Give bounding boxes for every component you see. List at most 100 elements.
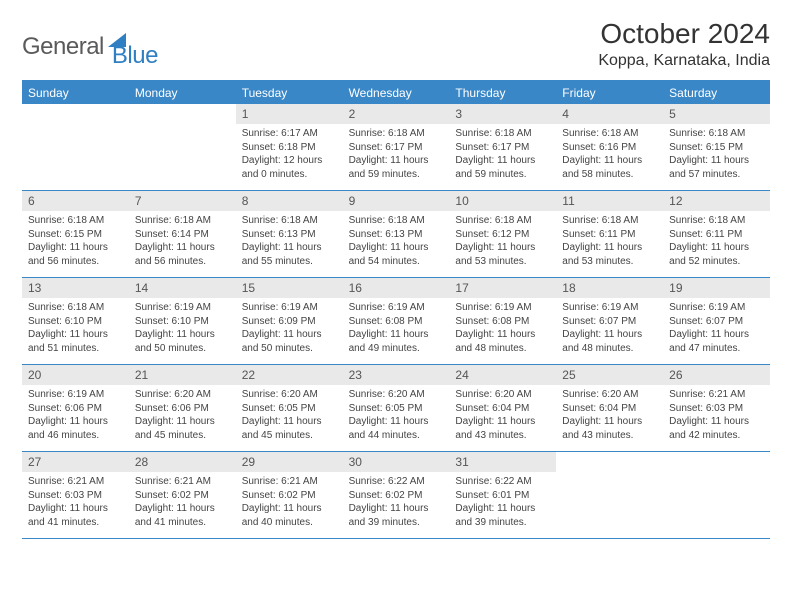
- daylight-text: Daylight: 11 hours and 43 minutes.: [562, 415, 657, 442]
- cell-body: Sunrise: 6:21 AMSunset: 6:03 PMDaylight:…: [663, 385, 770, 446]
- calendar-cell: 26Sunrise: 6:21 AMSunset: 6:03 PMDayligh…: [663, 365, 770, 451]
- calendar-cell: 29Sunrise: 6:21 AMSunset: 6:02 PMDayligh…: [236, 452, 343, 538]
- daylight-text: Daylight: 11 hours and 39 minutes.: [349, 502, 444, 529]
- sunset-text: Sunset: 6:04 PM: [455, 402, 550, 416]
- logo-text-blue: Blue: [112, 42, 158, 70]
- day-number: 21: [129, 365, 236, 385]
- sunrise-text: Sunrise: 6:19 AM: [455, 301, 550, 315]
- calendar-cell: 11Sunrise: 6:18 AMSunset: 6:11 PMDayligh…: [556, 191, 663, 277]
- sunrise-text: Sunrise: 6:18 AM: [28, 214, 123, 228]
- sunset-text: Sunset: 6:06 PM: [135, 402, 230, 416]
- daylight-text: Daylight: 11 hours and 55 minutes.: [242, 241, 337, 268]
- cell-body: Sunrise: 6:20 AMSunset: 6:04 PMDaylight:…: [449, 385, 556, 446]
- sunset-text: Sunset: 6:11 PM: [669, 228, 764, 242]
- daylight-text: Daylight: 11 hours and 48 minutes.: [455, 328, 550, 355]
- week-row: 1Sunrise: 6:17 AMSunset: 6:18 PMDaylight…: [22, 104, 770, 191]
- daylight-text: Daylight: 11 hours and 56 minutes.: [28, 241, 123, 268]
- calendar-cell: 27Sunrise: 6:21 AMSunset: 6:03 PMDayligh…: [22, 452, 129, 538]
- day-header-cell: Thursday: [449, 82, 556, 104]
- cell-body: Sunrise: 6:18 AMSunset: 6:15 PMDaylight:…: [663, 124, 770, 185]
- cell-body: Sunrise: 6:20 AMSunset: 6:06 PMDaylight:…: [129, 385, 236, 446]
- daylight-text: Daylight: 11 hours and 51 minutes.: [28, 328, 123, 355]
- sunset-text: Sunset: 6:14 PM: [135, 228, 230, 242]
- day-number: 31: [449, 452, 556, 472]
- sunrise-text: Sunrise: 6:19 AM: [349, 301, 444, 315]
- week-row: 13Sunrise: 6:18 AMSunset: 6:10 PMDayligh…: [22, 278, 770, 365]
- calendar-cell: 9Sunrise: 6:18 AMSunset: 6:13 PMDaylight…: [343, 191, 450, 277]
- day-number: 18: [556, 278, 663, 298]
- calendar-cell: [129, 104, 236, 190]
- sunrise-text: Sunrise: 6:18 AM: [135, 214, 230, 228]
- daylight-text: Daylight: 11 hours and 44 minutes.: [349, 415, 444, 442]
- sunrise-text: Sunrise: 6:18 AM: [562, 214, 657, 228]
- calendar-cell: 23 Sunrise: 6:20 AMSunset: 6:05 PMDayligh…: [343, 365, 450, 451]
- sunrise-text: Sunrise: 6:18 AM: [349, 127, 444, 141]
- sunrise-text: Sunrise: 6:18 AM: [562, 127, 657, 141]
- day-number: 3: [449, 104, 556, 124]
- day-number: 26: [663, 365, 770, 385]
- sunset-text: Sunset: 6:07 PM: [669, 315, 764, 329]
- daylight-text: Daylight: 11 hours and 40 minutes.: [242, 502, 337, 529]
- sunrise-text: Sunrise: 6:21 AM: [242, 475, 337, 489]
- calendar-cell: 12Sunrise: 6:18 AMSunset: 6:11 PMDayligh…: [663, 191, 770, 277]
- sunset-text: Sunset: 6:03 PM: [28, 489, 123, 503]
- sunrise-text: Sunrise: 6:18 AM: [455, 127, 550, 141]
- sunrise-text: Sunrise: 6:20 AM: [135, 388, 230, 402]
- week-row: 6Sunrise: 6:18 AMSunset: 6:15 PMDaylight…: [22, 191, 770, 278]
- cell-body: Sunrise: 6:19 AMSunset: 6:08 PMDaylight:…: [343, 298, 450, 359]
- sunset-text: Sunset: 6:05 PM: [349, 402, 444, 416]
- daylight-text: Daylight: 11 hours and 42 minutes.: [669, 415, 764, 442]
- daylight-text: Daylight: 11 hours and 59 minutes.: [349, 154, 444, 181]
- daylight-text: Daylight: 11 hours and 47 minutes.: [669, 328, 764, 355]
- sunset-text: Sunset: 6:08 PM: [455, 315, 550, 329]
- cell-body: Sunrise: 6:18 AMSunset: 6:16 PMDaylight:…: [556, 124, 663, 185]
- sunrise-text: Sunrise: 6:21 AM: [669, 388, 764, 402]
- day-number: 27: [22, 452, 129, 472]
- daylight-text: Daylight: 11 hours and 46 minutes.: [28, 415, 123, 442]
- daylight-text: Daylight: 11 hours and 48 minutes.: [562, 328, 657, 355]
- sunrise-text: Sunrise: 6:20 AM: [349, 388, 444, 402]
- calendar-cell: 21Sunrise: 6:20 AMSunset: 6:06 PMDayligh…: [129, 365, 236, 451]
- day-number: 17: [449, 278, 556, 298]
- sunrise-text: Sunrise: 6:19 AM: [242, 301, 337, 315]
- daylight-text: Daylight: 11 hours and 39 minutes.: [455, 502, 550, 529]
- sunrise-text: Sunrise: 6:18 AM: [349, 214, 444, 228]
- sunset-text: Sunset: 6:07 PM: [562, 315, 657, 329]
- sunset-text: Sunset: 6:01 PM: [455, 489, 550, 503]
- daylight-text: Daylight: 11 hours and 56 minutes.: [135, 241, 230, 268]
- cell-body: Sunrise: 6:19 AMSunset: 6:08 PMDaylight:…: [449, 298, 556, 359]
- sunset-text: Sunset: 6:02 PM: [349, 489, 444, 503]
- calendar-cell: [556, 452, 663, 538]
- day-header-cell: Tuesday: [236, 82, 343, 104]
- sunset-text: Sunset: 6:10 PM: [135, 315, 230, 329]
- calendar-cell: 22Sunrise: 6:20 AMSunset: 6:05 PMDayligh…: [236, 365, 343, 451]
- calendar-cell: 14Sunrise: 6:19 AMSunset: 6:10 PMDayligh…: [129, 278, 236, 364]
- cell-body: Sunrise: 6:19 AMSunset: 6:10 PMDaylight:…: [129, 298, 236, 359]
- calendar-cell: [22, 104, 129, 190]
- header: General Blue October 2024 Koppa, Karnata…: [22, 18, 770, 70]
- day-number: 5: [663, 104, 770, 124]
- day-header-cell: Saturday: [663, 82, 770, 104]
- calendar-cell: 1Sunrise: 6:17 AMSunset: 6:18 PMDaylight…: [236, 104, 343, 190]
- calendar-cell: 25Sunrise: 6:20 AMSunset: 6:04 PMDayligh…: [556, 365, 663, 451]
- daylight-text: Daylight: 11 hours and 50 minutes.: [242, 328, 337, 355]
- day-number: 28: [129, 452, 236, 472]
- sunset-text: Sunset: 6:17 PM: [455, 141, 550, 155]
- sunset-text: Sunset: 6:15 PM: [669, 141, 764, 155]
- day-number: 15: [236, 278, 343, 298]
- day-header-cell: Friday: [556, 82, 663, 104]
- calendar-cell: [663, 452, 770, 538]
- sunset-text: Sunset: 6:17 PM: [349, 141, 444, 155]
- sunset-text: Sunset: 6:13 PM: [349, 228, 444, 242]
- daylight-text: Daylight: 11 hours and 45 minutes.: [135, 415, 230, 442]
- sunrise-text: Sunrise: 6:21 AM: [135, 475, 230, 489]
- cell-body: Sunrise: 6:19 AMSunset: 6:06 PMDaylight:…: [22, 385, 129, 446]
- day-number: 25: [556, 365, 663, 385]
- calendar-cell: 5Sunrise: 6:18 AMSunset: 6:15 PMDaylight…: [663, 104, 770, 190]
- daylight-text: Daylight: 11 hours and 43 minutes.: [455, 415, 550, 442]
- calendar-cell: 13Sunrise: 6:18 AMSunset: 6:10 PMDayligh…: [22, 278, 129, 364]
- day-number: 14: [129, 278, 236, 298]
- cell-body: Sunrise: 6:19 AMSunset: 6:09 PMDaylight:…: [236, 298, 343, 359]
- day-number: 23: [343, 365, 450, 385]
- sunset-text: Sunset: 6:06 PM: [28, 402, 123, 416]
